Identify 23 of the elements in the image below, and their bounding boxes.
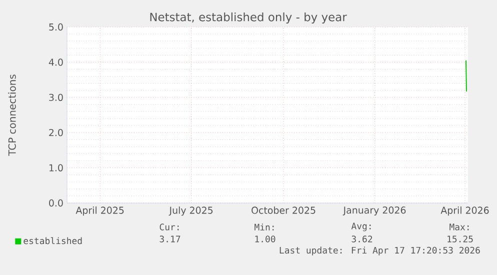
y-tick-label: 2.0 [49,129,63,136]
y-tick-label: 4.0 [48,58,63,66]
x-tick-label: April 2025 [76,206,124,216]
text: Last update: Fri Apr 17 17:20:53 2026 [280,246,480,256]
legend-label: established [24,237,82,244]
y-tick-label: 1.0 [49,164,63,172]
y-tick-label: 3.0 [49,94,63,101]
y-tick-label: 0.0 [49,199,63,207]
text: 3.17 [160,236,180,242]
x-tick-label: October 2025 [252,206,316,214]
text: Avg: [351,222,371,232]
text: Max: [450,224,469,230]
x-tick-label: July 2025 [168,206,213,216]
chart-title: Netstat, established only - by year [150,12,347,24]
text: 1.00 [255,236,276,242]
y-axis-title: TCP connections [8,74,16,156]
x-tick-label: April 2026 [440,206,489,216]
text: 15.25 [448,236,473,242]
y-tick-label: 5.0 [49,23,63,31]
text: Min: [254,224,274,230]
text: Cur: [160,224,179,230]
text: 3.62 [352,236,372,242]
x-tick-label: January 2026 [342,206,406,216]
